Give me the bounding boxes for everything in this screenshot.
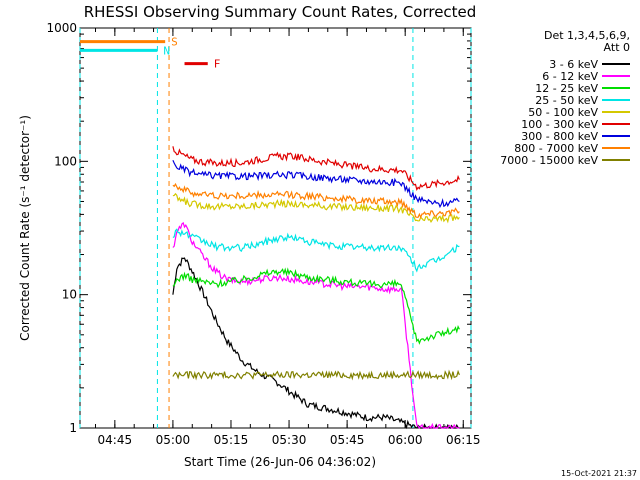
- y-tick-label: 1000: [46, 21, 77, 35]
- series-lines: [172, 146, 460, 430]
- legend-label: 100 - 300 keV: [521, 118, 598, 131]
- legend-label: 800 - 7000 keV: [514, 142, 598, 155]
- series-line: [172, 369, 460, 381]
- x-axis-label: Start Time (26-Jun-06 04:36:02): [184, 455, 376, 469]
- footer-date: 15-Oct-2021 21:37: [561, 469, 637, 478]
- chart-title: RHESSI Observing Summary Count Rates, Co…: [84, 3, 477, 21]
- y-tick-label: 1: [69, 421, 77, 435]
- legend-subtitle: Att 0: [604, 41, 630, 54]
- series-line: [172, 192, 460, 224]
- legend-label: 12 - 25 keV: [535, 82, 598, 95]
- y-tick-label: 100: [54, 154, 77, 168]
- series-line: [172, 228, 460, 273]
- legend-label: 3 - 6 keV: [549, 58, 598, 71]
- series-line: [172, 160, 460, 209]
- flag-label: S: [171, 36, 178, 49]
- x-tick-label: 06:15: [446, 433, 481, 447]
- night-markers: [79, 28, 472, 428]
- series-line: [172, 182, 460, 219]
- x-axis: 04:45 05:00 05:15 05:30 05:45 06:00 06:15: [94, 28, 481, 447]
- y-axis: 1 10 100 1000: [46, 21, 471, 435]
- legend-label: 6 - 12 keV: [542, 70, 598, 83]
- x-tick-label: 05:30: [272, 433, 307, 447]
- flag-label: F: [214, 58, 221, 71]
- plot-frame: [79, 27, 472, 429]
- status-flags: SN F: [80, 36, 220, 71]
- legend-label: 7000 - 15000 keV: [500, 154, 598, 167]
- legend-label: 50 - 100 keV: [528, 106, 598, 119]
- x-tick-label: 05:00: [156, 433, 191, 447]
- legend-label: 25 - 50 keV: [535, 94, 598, 107]
- series-line: [172, 146, 460, 192]
- legend-title: Det 1,3,4,5,6,9,: [544, 29, 630, 42]
- series-line: [172, 221, 460, 430]
- y-tick-label: 10: [62, 288, 77, 302]
- series-line: [172, 257, 460, 430]
- flag-label: N: [163, 44, 170, 57]
- x-tick-label: 06:00: [388, 433, 423, 447]
- series-line: [172, 267, 460, 345]
- y-axis-label: Corrected Count Rate (s⁻¹ detector⁻¹): [18, 115, 32, 341]
- x-tick-label: 04:45: [98, 433, 133, 447]
- legend-label: 300 - 800 keV: [521, 130, 598, 143]
- x-tick-label: 05:15: [214, 433, 249, 447]
- x-tick-label: 05:45: [330, 433, 365, 447]
